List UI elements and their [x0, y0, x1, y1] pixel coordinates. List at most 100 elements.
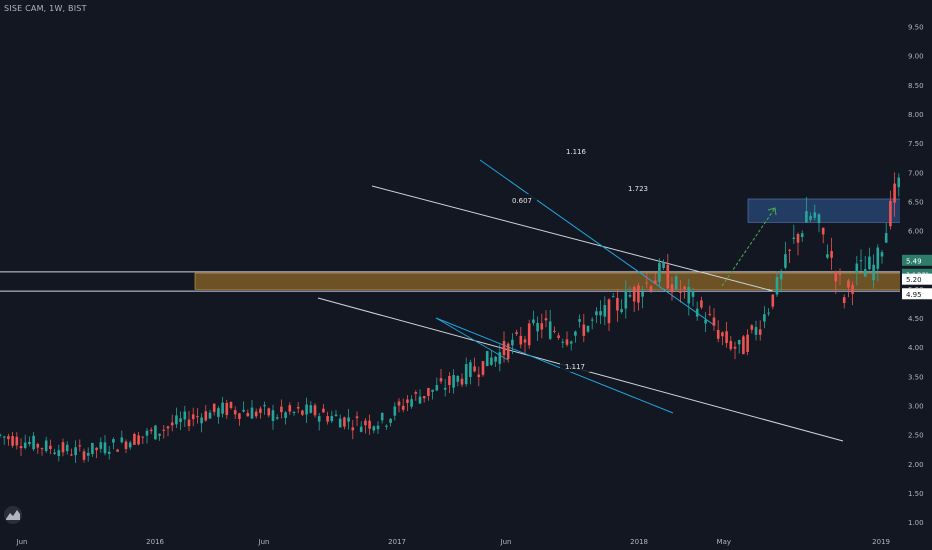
candle-body [120, 437, 124, 443]
candle-body [233, 410, 237, 415]
candle-body [338, 418, 342, 428]
upper-channel-line[interactable] [371, 185, 774, 292]
candle-body [427, 388, 430, 396]
candle-body [229, 401, 233, 408]
price-tick-label-5: 7.00 [908, 169, 924, 177]
candle-body [616, 297, 619, 311]
candle-body [418, 396, 422, 404]
candle-body [263, 405, 266, 407]
candle-body [107, 451, 111, 454]
candle-body [637, 285, 640, 303]
price-tick-label-10: 4.50 [908, 315, 924, 323]
cyan-lower-line[interactable] [435, 317, 674, 414]
cyan-downtrend-line[interactable] [479, 159, 715, 326]
candle-body [691, 290, 695, 297]
candle-body [443, 387, 447, 390]
candle-body [368, 420, 371, 429]
candle-body [175, 415, 178, 425]
candle-body [65, 444, 69, 452]
trend-lines[interactable] [317, 159, 844, 442]
candle-body [687, 286, 691, 304]
candle-body [712, 317, 716, 326]
candle-body [620, 309, 623, 313]
candle-body [683, 286, 686, 290]
candle-body [485, 351, 489, 367]
candle-body [317, 416, 321, 422]
candle-body [767, 312, 770, 314]
candle-body [401, 405, 405, 410]
candle-body [473, 366, 476, 372]
candle-body [225, 402, 229, 416]
candle-body [414, 392, 418, 394]
candle-body [469, 362, 472, 377]
candle-body [212, 403, 216, 412]
candle-body [750, 325, 754, 330]
time-axis[interactable]: Jun 2016 Jun 2017 Jun 2018 May 2019 [16, 538, 890, 546]
price-axis[interactable]: 9.509.008.508.007.507.006.506.005.505.00… [900, 0, 932, 550]
candle-body [834, 271, 838, 282]
candle-body [586, 326, 590, 332]
candle-body [863, 269, 867, 277]
candle-body [141, 436, 145, 438]
candle-body [884, 233, 888, 243]
target-annotations: 3. HEDEF 6.69 - 7.58 ARASI1. HEDEF 6.371… [721, 207, 777, 287]
candle-body [464, 364, 468, 385]
candle-body [187, 419, 191, 427]
candle-body [0, 434, 2, 436]
candle-body [502, 341, 506, 356]
time-tick-label-1: 2016 [146, 538, 164, 546]
candle-body [162, 429, 166, 431]
candle-body [737, 339, 741, 345]
candle-body [292, 412, 296, 414]
blue-zone [747, 198, 932, 223]
candle-body [775, 276, 779, 295]
candle-body [330, 416, 334, 422]
tradingview-logo-icon[interactable] [4, 506, 22, 524]
candle-body [561, 341, 565, 343]
candle-body [847, 280, 850, 288]
candle-body [380, 412, 384, 421]
candle-body [582, 324, 586, 336]
candle-body [271, 410, 275, 421]
candle-body [57, 450, 61, 457]
candle-body [296, 406, 300, 409]
candle-body [679, 290, 682, 293]
candle-body [32, 435, 35, 450]
candle-body [494, 356, 497, 362]
candle-body [716, 329, 720, 339]
candle-body [61, 442, 65, 453]
candle-body [28, 441, 31, 445]
candle-body [851, 285, 854, 294]
candle-body [880, 252, 884, 257]
candle-body [259, 408, 262, 413]
candle-body [708, 313, 712, 315]
cyan-short-line[interactable] [435, 317, 509, 361]
candle-body [44, 440, 48, 451]
candle-body [456, 375, 460, 382]
candle-body [515, 332, 518, 334]
candle-body [460, 378, 464, 385]
candle-body [343, 417, 346, 427]
candle-body [179, 418, 182, 422]
candle-body [532, 319, 535, 324]
price-tick-label-11: 4.00 [908, 344, 924, 352]
candle-body [217, 408, 220, 417]
candle-body [527, 323, 531, 346]
candle-body [758, 329, 762, 335]
time-tick-label-7: 2019 [872, 538, 890, 546]
candle-body [389, 418, 392, 423]
candle-body [82, 451, 86, 460]
candle-body [99, 442, 103, 449]
candle-body [275, 417, 279, 419]
candle-body [372, 426, 376, 431]
candle-body [784, 254, 787, 268]
candle-body [792, 237, 796, 239]
candle-body [313, 405, 317, 416]
pattern-ratio-0-text: 1.116 [566, 148, 587, 156]
price-tick-label-14: 2.50 [908, 432, 924, 440]
candle-body [128, 442, 132, 448]
pattern-ratio-1-bg [507, 194, 537, 206]
candle-body [603, 305, 607, 317]
candle-body [166, 426, 170, 429]
